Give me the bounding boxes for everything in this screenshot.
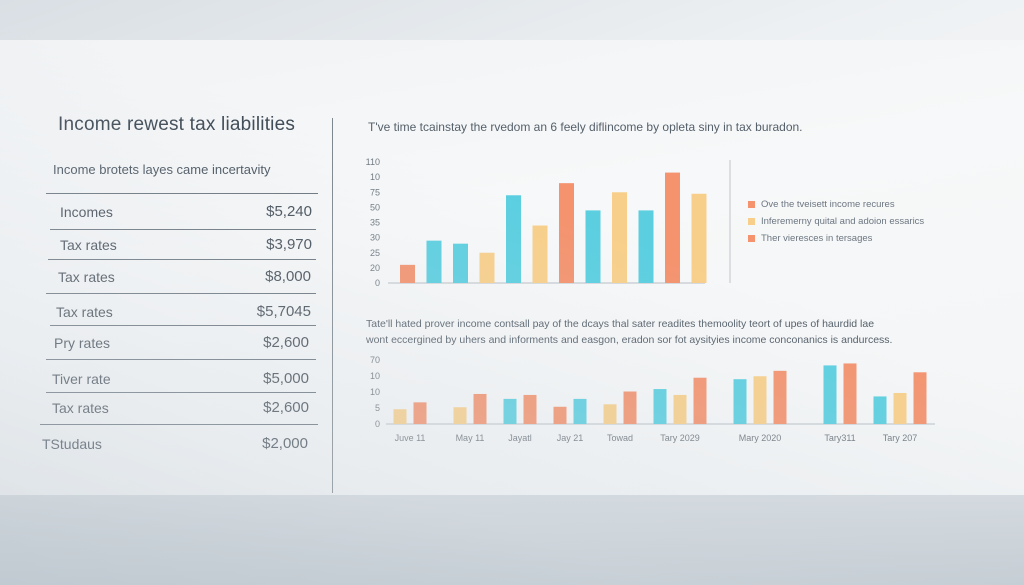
panel-divider: [332, 118, 333, 493]
row-label-total: TStudaus: [42, 436, 102, 452]
legend-swatch: [748, 201, 755, 208]
bar: [673, 394, 687, 424]
row-label-tiver-rate: Tiver rate: [52, 371, 111, 387]
bar: [413, 402, 427, 424]
table-rule: [40, 424, 318, 425]
legend-label: Inferemerny quital and adoion essarics: [761, 216, 925, 227]
row-value-tax-rates-3: $5,7045: [256, 303, 311, 320]
y-tick-label: 0: [375, 419, 380, 429]
row-value-pry-rates: $2,600: [263, 334, 309, 351]
bar: [612, 192, 627, 283]
bar: [638, 210, 654, 283]
panel-title: Income rewest tax liabilities: [58, 114, 296, 135]
row-label-tax-rates-1: Tax rates: [60, 237, 117, 253]
bottom-bar-chart: 0 5 10 10 70 Juve 11 May 11 Jayatl Jay 21 Towad Ta…: [370, 355, 935, 443]
row-value-tax-rates-4: $2,600: [263, 399, 309, 416]
top-chart-title: T've time tcainstay the rvedom an 6 feel…: [368, 120, 803, 134]
top-bar-chart: 0 20 25 30 35 50 75 10 110: [366, 157, 731, 288]
table-rule: [46, 359, 316, 360]
y-tick-label: 10: [370, 172, 380, 182]
bar: [873, 396, 887, 424]
row-value-incomes: $5,240: [266, 203, 312, 220]
bar: [503, 398, 517, 424]
row-label-tax-rates-4: Tax rates: [52, 400, 109, 416]
y-tick-label: 0: [375, 278, 380, 288]
bar: [523, 394, 537, 424]
table-rule: [46, 193, 318, 194]
bar: [823, 365, 837, 424]
bar: [559, 183, 574, 283]
row-label-tax-rates-2: Tax rates: [58, 269, 115, 285]
y-tick-label: 5: [375, 403, 380, 413]
y-tick-label: 70: [370, 355, 380, 365]
bar: [913, 372, 927, 424]
x-tick-label: Tary311: [824, 433, 855, 443]
bar: [843, 363, 857, 424]
y-tick-label: 110: [366, 157, 380, 167]
bar: [400, 264, 415, 283]
x-tick-label: May 11: [456, 433, 485, 443]
x-tick-label: Towad: [607, 433, 633, 443]
bar: [473, 393, 487, 424]
bar: [573, 398, 587, 424]
bottom-chart-title-line-1: Tate'll hated prover income contsall pay…: [366, 318, 875, 330]
bar: [553, 406, 567, 424]
bar: [691, 193, 707, 283]
bar: [653, 389, 667, 424]
table-rule: [50, 229, 316, 230]
bar: [453, 407, 467, 424]
legend-swatch: [748, 235, 755, 242]
bar: [506, 195, 521, 283]
bar: [623, 391, 637, 424]
bar: [453, 243, 468, 283]
y-tick-label: 20: [370, 263, 380, 273]
y-tick-label: 25: [370, 248, 380, 258]
bar: [693, 377, 707, 424]
table-rule: [50, 325, 316, 326]
bar: [753, 376, 767, 424]
legend-item: Ther vieresces in tersages: [748, 230, 924, 247]
bar: [532, 225, 548, 283]
bar: [426, 240, 442, 283]
y-tick-label: 50: [370, 202, 380, 212]
x-tick-label: Tary 2029: [660, 433, 700, 443]
table-rule: [46, 293, 316, 294]
y-tick-label: 30: [370, 233, 380, 243]
row-label-incomes: Incomes: [60, 204, 113, 220]
row-label-tax-rates-3: Tax rates: [56, 304, 113, 320]
table-rule: [48, 259, 316, 260]
x-tick-label: Tary 207: [883, 433, 918, 443]
bar: [393, 409, 407, 424]
row-label-pry-rates: Pry rates: [54, 335, 111, 351]
x-tick-label: Jayatl: [508, 433, 532, 443]
row-value-tax-rates-2: $8,000: [265, 268, 311, 285]
table-rule: [46, 392, 316, 393]
panel-subtitle: Income brotets layes came incertavity: [53, 162, 271, 177]
x-tick-label: Jay 21: [557, 433, 584, 443]
y-tick-label: 10: [370, 371, 380, 381]
bottom-chart-title-line-2: wont eccergined by uhers and informents …: [366, 334, 893, 346]
legend-swatch: [748, 218, 755, 225]
bar: [773, 370, 787, 424]
bar: [585, 210, 601, 283]
row-value-tiver-rate: $5,000: [263, 370, 309, 387]
bar: [479, 252, 495, 283]
x-tick-label: Juve 11: [395, 433, 426, 443]
legend-label: Ther vieresces in tersages: [761, 233, 873, 244]
bar: [603, 404, 617, 424]
x-tick-label: Mary 2020: [739, 433, 782, 443]
top-chart-legend: Ove the tveisett income recures Infereme…: [748, 196, 924, 247]
y-tick-label: 10: [370, 387, 380, 397]
row-value-tax-rates-1: $3,970: [266, 236, 312, 253]
y-tick-label: 35: [370, 218, 380, 228]
floor-background: [0, 495, 1024, 585]
row-value-total: $2,000: [262, 435, 308, 452]
y-tick-label: 75: [370, 187, 380, 197]
bar: [733, 379, 747, 424]
legend-item: Ove the tveisett income recures: [748, 196, 924, 213]
bar: [665, 172, 680, 283]
legend-item: Inferemerny quital and adoion essarics: [748, 213, 924, 230]
bar: [893, 392, 907, 424]
legend-label: Ove the tveisett income recures: [761, 199, 895, 210]
